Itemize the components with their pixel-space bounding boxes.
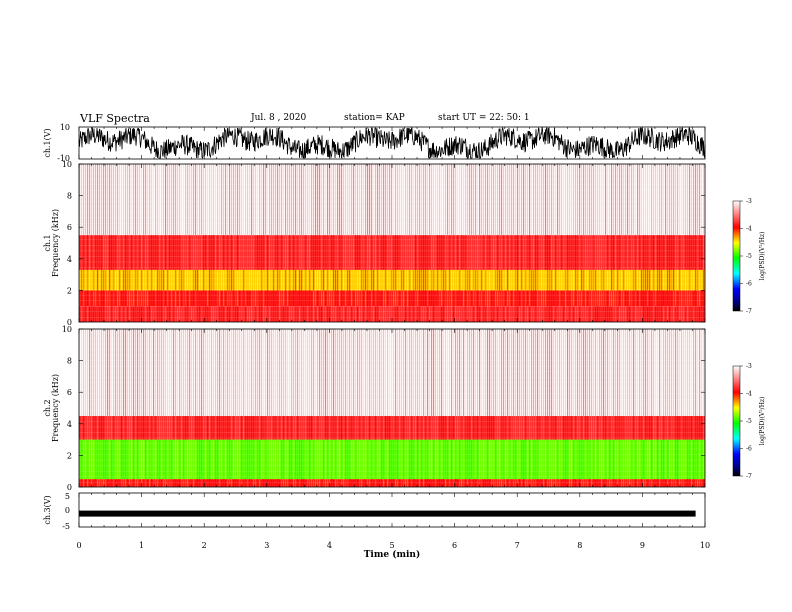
ch1-ylabel-frequency: Frequency (kHz) <box>51 209 60 277</box>
ch1-waveform-trace <box>78 126 706 160</box>
ch1-ytick-top: 10 <box>60 123 70 132</box>
ch1-colorbar-label: log(PSD)(V²/Hz) <box>759 232 766 281</box>
date-label: Jul. 8 , 2020 <box>251 113 307 123</box>
colorbar-tick-label: -6 <box>746 281 752 288</box>
start-time-label: start UT = 22: 50: 1 <box>438 113 530 123</box>
ch2-spectrogram-panel: 0 2 4 6 8 10 ch.2 Frequency (kHz) <box>43 325 706 492</box>
ch3-ytick-top: 5 <box>65 492 70 501</box>
colorbar-tick-label: -7 <box>746 308 752 315</box>
ch1-spectrogram-image <box>79 164 705 322</box>
y-tick-label: 4 <box>67 255 72 264</box>
x-tick-label: 2 <box>202 541 207 550</box>
y-tick-label: 0 <box>67 483 72 492</box>
y-tick-label: 8 <box>67 357 72 366</box>
y-tick-label: 6 <box>67 388 72 397</box>
ch1-ytick-bottom: -10 <box>57 154 70 163</box>
station-label: station= KAP <box>344 113 405 123</box>
colorbar-tick-label: -5 <box>746 253 752 260</box>
ch3-ytick-mid: 0 <box>65 506 70 515</box>
y-tick-label: 4 <box>67 420 72 429</box>
figure-title: VLF Spectra <box>80 112 150 125</box>
colorbar-tick-label: -4 <box>746 226 752 233</box>
x-tick-label: 0 <box>76 541 81 550</box>
ch2-ylabel-channel: ch.2 <box>43 399 52 416</box>
colorbar-tick-label: -4 <box>746 391 752 398</box>
x-tick-label: 3 <box>264 541 269 550</box>
y-tick-label: 6 <box>67 223 72 232</box>
y-tick-label: 10 <box>62 325 72 334</box>
x-tick-label: 9 <box>640 541 645 550</box>
ch3-ylabel: ch.3(V) <box>43 495 52 524</box>
colorbar-tick-label: -3 <box>746 198 752 205</box>
y-tick-label: 0 <box>67 318 72 327</box>
y-tick-label: 10 <box>62 160 72 169</box>
x-tick-label: 10 <box>700 541 710 550</box>
x-tick-label: 6 <box>452 541 457 550</box>
x-axis-label: Time (min) <box>364 549 421 560</box>
x-tick-label: 8 <box>577 541 582 550</box>
colorbar-tick-label: -5 <box>746 418 752 425</box>
ch2-spectrogram-image <box>79 329 705 487</box>
ch3-waveform-trace <box>79 510 696 517</box>
ch3-ytick-bottom: -5 <box>62 522 70 531</box>
y-tick-label: 8 <box>67 192 72 201</box>
colorbar-tick-label: -3 <box>746 363 752 370</box>
ch1-waveform-panel: 10 -10 ch.1(V) <box>43 123 706 163</box>
x-tick-label: 4 <box>327 541 332 550</box>
ch1-spectrogram-panel: 0 2 4 6 8 10 ch.1 Frequency (kHz) <box>43 160 706 327</box>
y-tick-label: 2 <box>67 286 72 295</box>
x-tick-label: 7 <box>515 541 520 550</box>
ch2-colorbar: -3 -4 -5 -6 -7 log(PSD)(V²/Hz) <box>732 363 766 480</box>
ch1-ylabel-channel: ch.1 <box>43 234 52 251</box>
ch3-waveform-panel: 0 1 2 3 4 5 6 7 8 9 10 5 0 -5 ch.3(V) Time (min) <box>43 492 710 560</box>
colorbar-tick-label: -6 <box>746 446 752 453</box>
x-tick-label: 5 <box>389 541 394 550</box>
y-tick-label: 2 <box>67 451 72 460</box>
ch1-ylabel: ch.1(V) <box>43 128 52 157</box>
x-tick-label: 1 <box>139 541 144 550</box>
ch2-colorbar-label: log(PSD)(V²/Hz) <box>759 397 766 446</box>
ch1-colorbar: -3 -4 -5 -6 -7 log(PSD)(V²/Hz) <box>732 198 766 315</box>
ch2-ylabel-frequency: Frequency (kHz) <box>51 374 60 442</box>
colorbar-tick-label: -7 <box>746 473 752 480</box>
